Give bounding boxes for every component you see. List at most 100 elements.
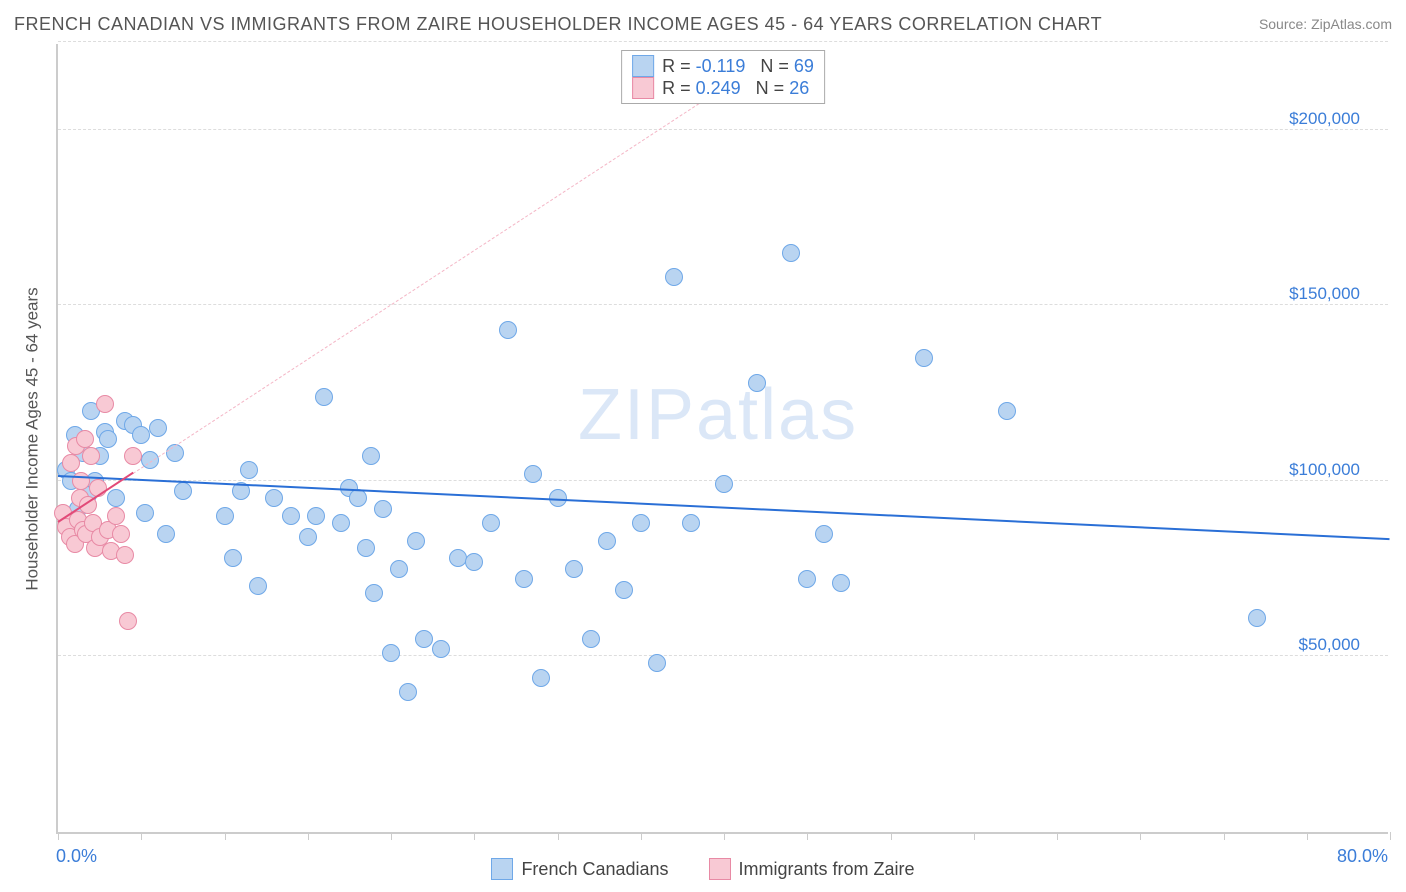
data-point xyxy=(365,584,383,602)
data-point xyxy=(307,507,325,525)
x-tick xyxy=(558,832,559,840)
data-point xyxy=(499,321,517,339)
data-point xyxy=(96,395,114,413)
data-point xyxy=(782,244,800,262)
x-tick xyxy=(1140,832,1141,840)
y-tick-label: $200,000 xyxy=(1289,109,1360,129)
data-point xyxy=(299,528,317,546)
trend-line-extrapolated xyxy=(133,87,725,474)
data-point xyxy=(107,507,125,525)
data-point xyxy=(432,640,450,658)
y-tick-label: $50,000 xyxy=(1299,635,1360,655)
x-tick xyxy=(474,832,475,840)
data-point xyxy=(112,525,130,543)
x-tick xyxy=(891,832,892,840)
data-point xyxy=(648,654,666,672)
data-point xyxy=(582,630,600,648)
data-point xyxy=(76,430,94,448)
stats-text: R = 0.249 N = 26 xyxy=(662,78,809,99)
data-point xyxy=(136,504,154,522)
data-point xyxy=(565,560,583,578)
legend-item: French Canadians xyxy=(491,858,668,880)
data-point xyxy=(132,426,150,444)
data-point xyxy=(107,489,125,507)
legend-swatch xyxy=(491,858,513,880)
data-point xyxy=(362,447,380,465)
legend-label: Immigrants from Zaire xyxy=(739,859,915,880)
data-point xyxy=(374,500,392,518)
legend-swatch xyxy=(632,55,654,77)
data-point xyxy=(532,669,550,687)
x-tick xyxy=(1390,832,1391,840)
data-point xyxy=(282,507,300,525)
data-point xyxy=(515,570,533,588)
data-point xyxy=(715,475,733,493)
data-point xyxy=(390,560,408,578)
legend-swatch xyxy=(709,858,731,880)
data-point xyxy=(407,532,425,550)
data-point xyxy=(357,539,375,557)
data-point xyxy=(682,514,700,532)
y-axis-label: Householder Income Ages 45 - 64 years xyxy=(23,287,43,590)
x-tick xyxy=(807,832,808,840)
data-point xyxy=(1248,609,1266,627)
scatter-chart: ZIPatlas $50,000 $100,000 $150,000 $200,000… xyxy=(56,44,1388,834)
data-point xyxy=(524,465,542,483)
page-title: FRENCH CANADIAN VS IMMIGRANTS FROM ZAIRE… xyxy=(14,14,1102,35)
x-tick xyxy=(1307,832,1308,840)
x-tick xyxy=(1057,832,1058,840)
x-tick xyxy=(974,832,975,840)
data-point xyxy=(124,447,142,465)
legend-label: French Canadians xyxy=(521,859,668,880)
data-point xyxy=(465,553,483,571)
data-point xyxy=(240,461,258,479)
data-point xyxy=(99,430,117,448)
data-point xyxy=(415,630,433,648)
data-point xyxy=(224,549,242,567)
x-tick xyxy=(724,832,725,840)
data-point xyxy=(399,683,417,701)
y-tick-label: $100,000 xyxy=(1289,460,1360,480)
x-tick xyxy=(141,832,142,840)
data-point xyxy=(116,546,134,564)
data-point xyxy=(382,644,400,662)
x-tick xyxy=(225,832,226,840)
data-point xyxy=(249,577,267,595)
data-point xyxy=(62,454,80,472)
gridline xyxy=(58,304,1388,305)
data-point xyxy=(615,581,633,599)
data-point xyxy=(332,514,350,532)
x-tick xyxy=(58,832,59,840)
data-point xyxy=(82,447,100,465)
source-label: Source: ZipAtlas.com xyxy=(1259,16,1392,32)
y-axis-label-container: Householder Income Ages 45 - 64 years xyxy=(18,44,48,834)
x-tick xyxy=(308,832,309,840)
y-tick-label: $150,000 xyxy=(1289,284,1360,304)
x-tick xyxy=(391,832,392,840)
gridline xyxy=(58,129,1388,130)
data-point xyxy=(265,489,283,507)
stats-box: R = -0.119 N = 69R = 0.249 N = 26 xyxy=(621,50,825,104)
data-point xyxy=(832,574,850,592)
data-point xyxy=(216,507,234,525)
data-point xyxy=(632,514,650,532)
watermark: ZIPatlas xyxy=(578,374,858,456)
x-tick xyxy=(641,832,642,840)
data-point xyxy=(815,525,833,543)
data-point xyxy=(482,514,500,532)
stats-text: R = -0.119 N = 69 xyxy=(662,56,814,77)
data-point xyxy=(72,472,90,490)
data-point xyxy=(315,388,333,406)
data-point xyxy=(119,612,137,630)
gridline xyxy=(58,655,1388,656)
x-tick xyxy=(1224,832,1225,840)
bottom-legend: French Canadians Immigrants from Zaire xyxy=(0,858,1406,880)
data-point xyxy=(157,525,175,543)
legend-item: Immigrants from Zaire xyxy=(709,858,915,880)
data-point xyxy=(598,532,616,550)
data-point xyxy=(915,349,933,367)
data-point xyxy=(174,482,192,500)
stats-row: R = 0.249 N = 26 xyxy=(632,77,814,99)
data-point xyxy=(998,402,1016,420)
data-point xyxy=(798,570,816,588)
